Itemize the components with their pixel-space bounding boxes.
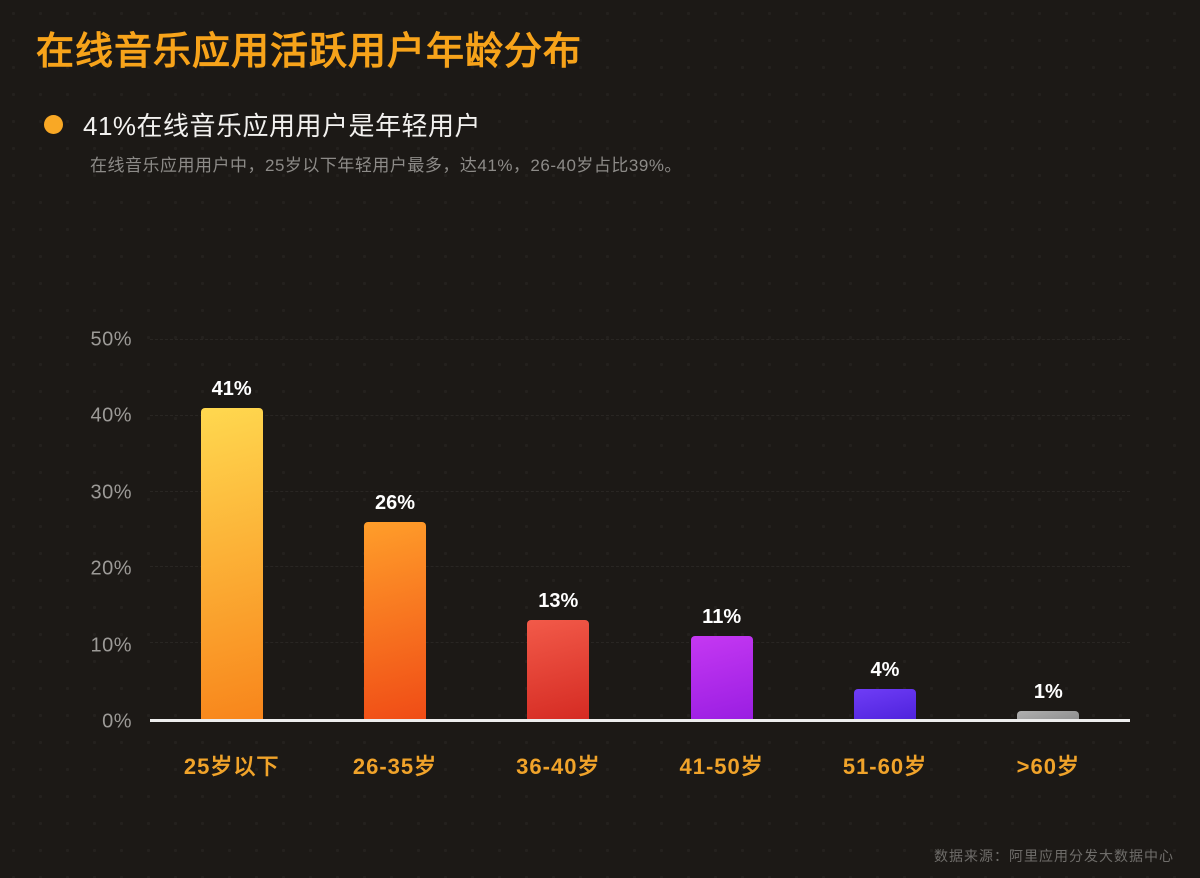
plot-area: 41% 26% 13% 11% 4% 1% — [150, 339, 1130, 722]
bar-column: 26% — [313, 340, 476, 719]
bar-value-label: 4% — [870, 658, 900, 681]
data-source-note: 数据来源：阿里应用分发大数据中心 — [934, 848, 1174, 864]
bar-1 — [200, 408, 263, 719]
x-axis-category-label: 26-35岁 — [352, 754, 438, 779]
bar-column: 41% — [150, 340, 313, 719]
subtitle: 在线音乐应用用户中，25岁以下年轻用户最多，达41%，26-40岁占比39%。 — [90, 156, 682, 175]
y-axis-tick-label: 50% — [90, 328, 132, 351]
y-axis-tick-label: 10% — [90, 634, 132, 657]
bar-value-label: 41% — [211, 378, 252, 401]
x-axis: 25岁以下 26-35岁 36-40岁 41-50岁 51-60岁 >60岁 — [150, 725, 1130, 781]
y-axis-tick-label: 30% — [90, 481, 132, 504]
x-axis-category-label: >60岁 — [1016, 754, 1080, 779]
bar-column: 1% — [967, 340, 1130, 719]
bar-value-label: 13% — [538, 590, 579, 613]
bar-6 — [1017, 711, 1080, 719]
bar-4 — [690, 635, 753, 719]
y-axis-tick-label: 40% — [90, 404, 132, 427]
bar-value-label: 11% — [702, 605, 742, 628]
x-axis-category-label: 25岁以下 — [183, 754, 280, 779]
y-axis-tick-label: 20% — [90, 557, 132, 580]
x-axis-category-label: 36-40岁 — [516, 754, 601, 779]
bar-5 — [853, 688, 916, 719]
bar-value-label: 26% — [374, 491, 415, 514]
page-title: 在线音乐应用活跃用户年龄分布 — [36, 31, 583, 73]
bar-value-label: 1% — [1033, 681, 1063, 704]
headline-row: 41%在线音乐应用用户是年轻用户 — [44, 106, 481, 143]
headline: 41%在线音乐应用用户是年轻用户 — [83, 111, 482, 141]
x-axis-category-label: 41-50岁 — [679, 754, 764, 779]
x-axis-category-label: 51-60岁 — [842, 754, 928, 779]
bar-column: 4% — [803, 340, 966, 719]
bar-column: 13% — [477, 340, 640, 719]
bar-column: 11% — [640, 340, 803, 719]
y-axis: 0% 10% 20% 30% 40% 50% — [58, 329, 138, 733]
y-axis-tick-label: 0% — [102, 710, 132, 733]
bullet-dot-icon — [44, 115, 63, 134]
bar-2 — [363, 521, 426, 719]
bar-3 — [527, 620, 590, 719]
